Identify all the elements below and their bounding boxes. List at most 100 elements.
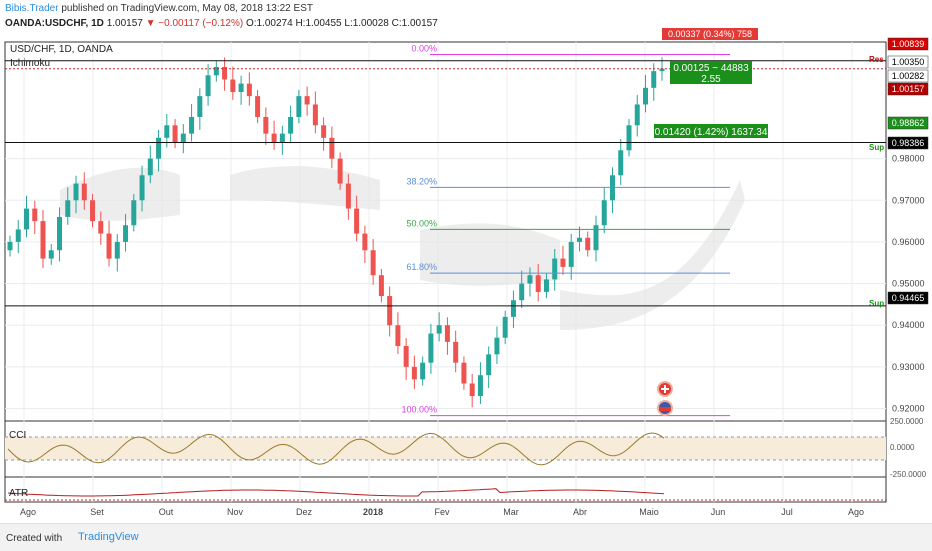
atr-label: ATR — [9, 488, 28, 499]
candle-body — [354, 208, 360, 234]
fib-label: 38.20% — [406, 176, 437, 186]
measure-box-green-1-line2: 2.55 — [701, 74, 721, 85]
candle-body — [131, 200, 137, 226]
time-tick: Ago — [20, 507, 36, 517]
candle-body — [15, 229, 21, 242]
time-tick: Jul — [781, 507, 793, 517]
created-with-text: Created with — [6, 533, 63, 544]
author-link[interactable]: Bibis.Trader — [5, 3, 59, 14]
symbol: OANDA:USDCHF, 1D — [5, 18, 104, 29]
candle-body — [519, 283, 525, 301]
fib-label: 50.00% — [406, 218, 437, 228]
tradingview-logo[interactable]: TradingView — [78, 531, 139, 543]
measure-box-green-2[interactable] — [654, 124, 768, 138]
candle-body — [329, 137, 335, 159]
fib-label: 0.00% — [411, 43, 437, 53]
sup-label-1: Sup — [869, 143, 884, 152]
measure-box-green-1[interactable] — [670, 61, 752, 84]
candle-body — [535, 275, 541, 292]
time-tick: Fev — [434, 507, 450, 517]
candle-body — [288, 116, 294, 134]
footer: Created with TradingView — [0, 523, 932, 551]
cci-tick: -250.0000 — [890, 470, 927, 479]
price-tag-bg — [887, 82, 929, 96]
candle-body — [139, 175, 145, 201]
time-tick: Dez — [296, 507, 313, 517]
price-tag-bg — [887, 136, 929, 150]
candle-body — [601, 200, 607, 226]
atr-pane[interactable] — [4, 476, 887, 503]
candle-body — [7, 241, 13, 251]
price-tick: 0.98000 — [892, 154, 925, 164]
candle-body — [32, 208, 38, 222]
candle-body — [387, 296, 393, 326]
price-tag: 1.00282 — [892, 71, 925, 81]
last-price: 1.00157 — [106, 18, 143, 29]
candle-body — [172, 125, 178, 142]
candle-body — [362, 233, 368, 251]
cci-tick: 0.0000 — [890, 443, 915, 452]
candle-body — [90, 200, 96, 222]
candle-body — [420, 362, 426, 380]
time-tick: 2018 — [363, 507, 383, 517]
price-chart[interactable]: 0.00% 38.20% 50.00% 61.80% 100.00% 0.98000 0.… — [0, 0, 932, 523]
price-change: ▼ −0.00117 (−0.12%) — [145, 18, 244, 29]
price-tag-bg — [887, 37, 929, 51]
price-tag: 1.00157 — [892, 84, 925, 94]
candle-body — [453, 341, 459, 363]
candle-body — [337, 158, 343, 184]
candle-body — [238, 83, 244, 92]
candle-body — [411, 366, 417, 380]
candle-body — [263, 116, 269, 134]
cci-tick: 250.0000 — [890, 417, 924, 426]
price-tag: 0.94465 — [892, 293, 925, 303]
measure-box-green-2-text: 0.01420 (1.42%) 1637.34 — [655, 127, 768, 138]
candle-body — [246, 83, 252, 97]
us-flag-stripes — [659, 407, 671, 411]
candle-body — [222, 66, 228, 80]
price-tag: 1.00839 — [892, 39, 925, 49]
candle-body — [156, 137, 162, 159]
candle-body — [98, 221, 104, 234]
cci-line — [7, 432, 665, 466]
price-tick: 0.96000 — [892, 237, 925, 247]
candle-body — [180, 133, 186, 142]
candle-body — [626, 125, 632, 151]
candle-body — [123, 225, 129, 242]
ohlc-values: O:1.00274 H:1.00455 L:1.00028 C:1.00157 — [245, 18, 438, 29]
candle-body — [436, 325, 442, 334]
sup-label-2: Sup — [869, 299, 884, 308]
candle-body — [73, 183, 79, 201]
candle-body — [552, 258, 558, 280]
candle-body — [593, 225, 599, 251]
candle-body — [560, 258, 566, 267]
res-label: Res — [869, 55, 884, 64]
candle-body — [271, 133, 277, 142]
candle-body — [642, 87, 648, 105]
pair-label: USD/CHF, 1D, OANDA — [10, 44, 113, 55]
price-tick: 0.94000 — [892, 320, 925, 330]
candle-body — [502, 316, 508, 338]
time-tick: Nov — [227, 507, 244, 517]
measure-box-red-text: 0.00337 (0.34%) 758 — [668, 29, 752, 39]
candle-body — [106, 233, 112, 259]
candle-body — [378, 275, 384, 297]
candle-body — [81, 183, 87, 201]
fib-label: 100.00% — [401, 405, 437, 415]
candle-body — [57, 216, 63, 251]
candle-body — [304, 96, 310, 105]
candle-body — [618, 150, 624, 176]
candle-body — [48, 250, 54, 259]
ichimoku-cloud-1 — [230, 165, 380, 210]
candle-body — [527, 275, 533, 284]
price-tag-bg — [887, 116, 929, 130]
price-tag: 1.00350 — [892, 57, 925, 67]
candle-body — [444, 325, 450, 342]
candle-body — [197, 96, 203, 117]
measure-box-red[interactable] — [662, 28, 758, 40]
candle-body — [510, 300, 516, 317]
candle-body — [659, 68, 665, 72]
candle-body — [585, 237, 591, 251]
time-tick: Out — [159, 507, 174, 517]
time-tick: Jun — [711, 507, 726, 517]
